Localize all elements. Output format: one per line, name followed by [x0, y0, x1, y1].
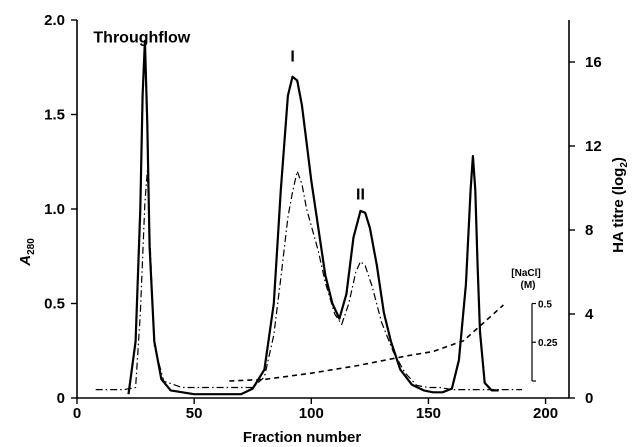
y2-tick-label: 0: [585, 390, 593, 407]
x-tick-label: 50: [186, 405, 203, 422]
y2-tick-label: 12: [585, 138, 602, 155]
annotation-label: I: [290, 49, 294, 66]
y2-tick-label: 16: [585, 54, 602, 71]
annotation-label: II: [356, 187, 365, 204]
nacl-axis-title-line1: [NaCl]: [511, 268, 540, 279]
x-tick-label: 150: [416, 405, 441, 422]
y-tick-label: 0: [57, 390, 65, 407]
y-tick-label: 0.5: [44, 296, 65, 313]
series-layer: [95, 39, 523, 396]
x-tick-label: 100: [299, 405, 324, 422]
y-axis-title: A280: [17, 238, 37, 267]
x-tick-label: 200: [533, 405, 558, 422]
y-tick-label: 2.0: [44, 12, 65, 29]
y-tick-label: 1.0: [44, 201, 65, 218]
nacl-tick-label: 0.25: [538, 338, 558, 349]
x-axis-title: Fraction number: [243, 429, 362, 446]
nacl-tick-label: 0.5: [538, 300, 552, 311]
series-line-dash-dot: [95, 170, 523, 391]
y-tick-label: 1.5: [44, 107, 65, 124]
y2-axis-title: HA titre (log2): [610, 157, 630, 253]
axes: 0 50 100 150 200 0 0.5 1.0 1.5 2.0 0 4 8 12 16 0.25 0.5: [44, 12, 602, 422]
y2-tick-label: 8: [585, 222, 593, 239]
nacl-axis-title-line2: (M): [521, 280, 536, 291]
x-tick-label: 0: [73, 405, 81, 422]
series-line-solid: [127, 39, 499, 396]
y2-tick-label: 4: [585, 306, 594, 323]
annotation-label: Throughflow: [93, 30, 190, 47]
series-line-dashed: [229, 304, 504, 382]
